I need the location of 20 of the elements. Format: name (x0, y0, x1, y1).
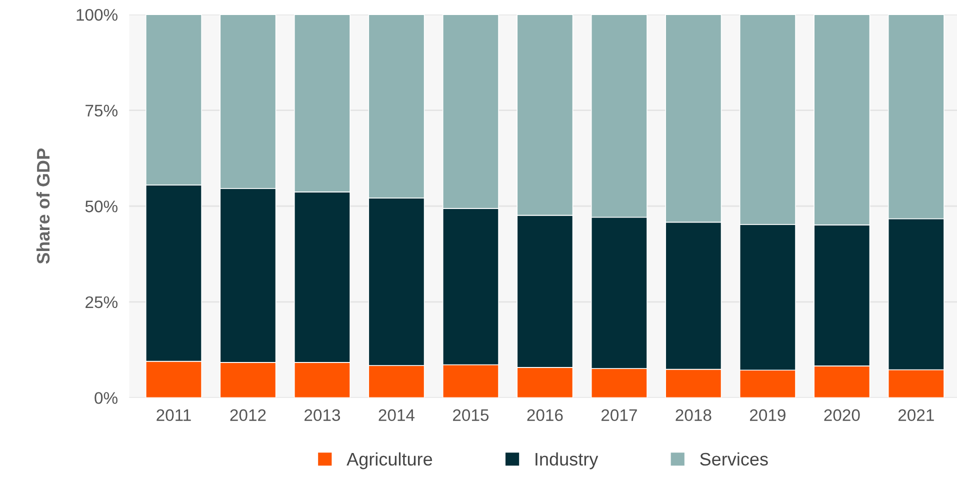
x-tick-label: 2015 (453, 409, 489, 422)
x-tick-label: 2014 (378, 409, 415, 422)
x-tick-label: 2011 (156, 409, 191, 422)
y-tick-label: 75% (86, 104, 118, 117)
x-tick-label: 2019 (750, 409, 786, 422)
x-tick-label: 2018 (676, 409, 712, 422)
y-tick-label: 50% (85, 200, 118, 212)
legend-label: Services (700, 452, 768, 466)
legend-label: Industry (536, 452, 598, 470)
y-tick-label: 0% (94, 392, 118, 404)
x-tick-label: 2021 (898, 409, 934, 422)
x-tick-label: 2012 (230, 409, 266, 422)
x-tick-label: 2017 (602, 409, 637, 422)
x-tick-label: 2013 (304, 409, 340, 422)
y-axis-title: Share of GDP (36, 148, 50, 264)
x-tick-label: 2020 (824, 409, 860, 422)
x-tick-label: 2016 (527, 409, 563, 422)
y-tick-label: 25% (86, 296, 118, 308)
legend-label: Agriculture (346, 452, 432, 470)
y-tick-label: 100% (76, 8, 118, 21)
